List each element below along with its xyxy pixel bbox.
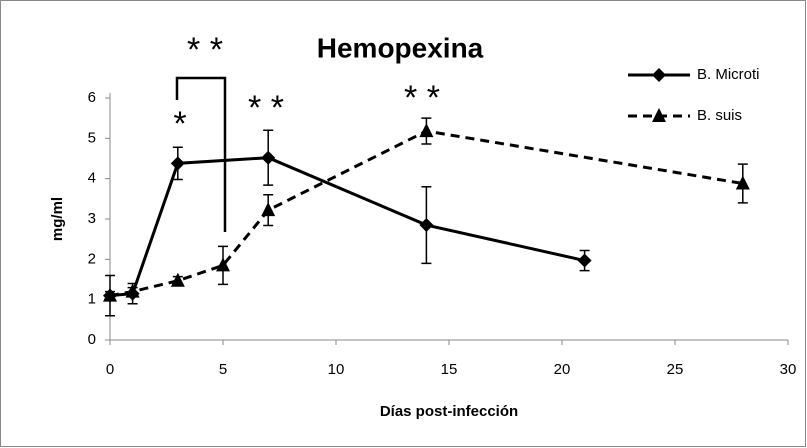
y-axis-label: mg/ml <box>49 197 66 241</box>
y-tick-label: 0 <box>88 331 96 348</box>
y-tick-label: 4 <box>88 170 96 187</box>
annotation: * * <box>404 79 440 117</box>
marker <box>577 253 592 268</box>
x-tick-label: 30 <box>780 361 797 378</box>
x-tick-label: 15 <box>441 361 458 378</box>
legend-marker <box>652 108 666 122</box>
marker <box>170 156 185 171</box>
x-tick-label: 20 <box>554 361 571 378</box>
legend-marker <box>652 68 666 82</box>
y-tick-label: 2 <box>88 250 96 267</box>
y-tick-label: 3 <box>88 210 96 227</box>
marker <box>216 257 230 272</box>
legend-label: B. suis <box>697 107 742 124</box>
x-tick-label: 0 <box>106 361 114 378</box>
y-tick-label: 1 <box>88 291 96 308</box>
marker <box>735 175 750 190</box>
y-tick-label: 6 <box>88 89 96 106</box>
x-tick-label: 25 <box>667 361 684 378</box>
marker <box>261 202 276 217</box>
legend-label: B. Microti <box>697 66 760 83</box>
marker <box>419 218 434 233</box>
marker <box>419 123 434 138</box>
x-tick-label: 5 <box>219 361 227 378</box>
annotation: * <box>173 105 186 143</box>
marker <box>103 287 117 302</box>
chart-title: Hemopexina <box>317 32 484 63</box>
marker <box>125 283 140 298</box>
marker <box>261 150 276 165</box>
x-tick-label: 10 <box>328 361 345 378</box>
annotation: * * <box>187 31 223 69</box>
y-tick-label: 5 <box>88 129 96 146</box>
annotation: * * <box>248 89 284 127</box>
significance-bracket <box>175 76 227 232</box>
marker <box>170 272 185 287</box>
x-axis-label: Días post-infección <box>380 403 518 420</box>
